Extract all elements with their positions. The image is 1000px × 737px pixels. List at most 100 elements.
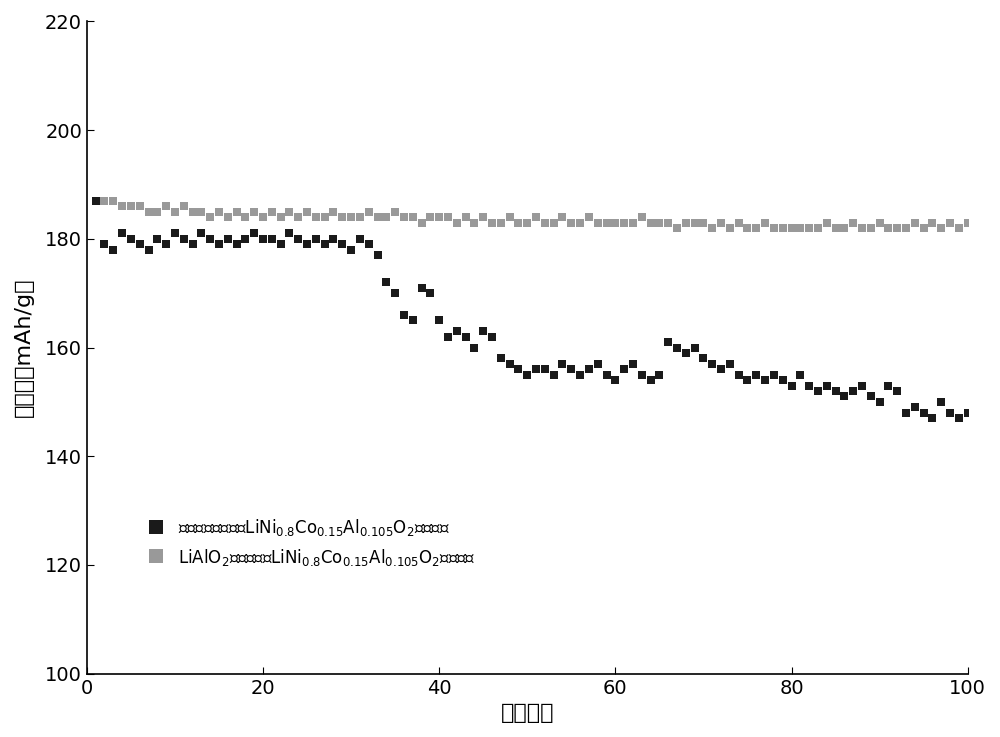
Point	[440, 212, 456, 223]
Y-axis label: 比容量（mAh/g）: 比容量（mAh/g）	[14, 278, 34, 417]
Point	[537, 363, 553, 375]
Point	[863, 222, 879, 234]
Point	[290, 233, 306, 245]
Point	[123, 233, 139, 245]
Point	[924, 217, 940, 228]
Point	[572, 368, 588, 380]
Point	[264, 233, 280, 245]
Point	[405, 315, 421, 326]
Point	[942, 217, 958, 228]
Point	[361, 238, 377, 250]
Point	[211, 206, 227, 217]
Point	[334, 238, 350, 250]
Point	[554, 358, 570, 370]
Legend: 未经过包覆改性的LiNi$_{0.8}$Co$_{0.15}$Al$_{0.105}$O$_2$正极材料, LiAlO$_2$包覆改性的LiNi$_{0.8}$: 未经过包覆改性的LiNi$_{0.8}$Co$_{0.15}$Al$_{0.10…	[148, 517, 476, 567]
Point	[185, 238, 201, 250]
Point	[352, 233, 368, 245]
Point	[158, 200, 174, 212]
Point	[678, 217, 694, 228]
Point	[792, 368, 808, 380]
Point	[563, 363, 579, 375]
Point	[475, 325, 491, 337]
Point	[739, 374, 755, 386]
Point	[784, 380, 800, 391]
Point	[607, 374, 623, 386]
Point	[220, 212, 236, 223]
Point	[220, 233, 236, 245]
Point	[167, 228, 183, 240]
Point	[695, 217, 711, 228]
Point	[546, 217, 562, 228]
Point	[607, 217, 623, 228]
Point	[519, 217, 535, 228]
Point	[246, 228, 262, 240]
Point	[502, 212, 518, 223]
Point	[449, 325, 465, 337]
Point	[396, 309, 412, 321]
Point	[836, 391, 852, 402]
Point	[731, 217, 747, 228]
Point	[713, 217, 729, 228]
Point	[572, 217, 588, 228]
Point	[581, 363, 597, 375]
Point	[757, 374, 773, 386]
Point	[784, 222, 800, 234]
Point	[854, 222, 870, 234]
Point	[114, 228, 130, 240]
Point	[361, 206, 377, 217]
Point	[229, 238, 245, 250]
Point	[660, 217, 676, 228]
Point	[828, 385, 844, 397]
Point	[951, 222, 967, 234]
Point	[431, 212, 447, 223]
Point	[616, 363, 632, 375]
Point	[493, 352, 509, 364]
Point	[466, 217, 482, 228]
Point	[766, 222, 782, 234]
Point	[458, 331, 474, 343]
Point	[933, 396, 949, 408]
Point	[414, 217, 430, 228]
Point	[237, 212, 253, 223]
Point	[308, 212, 324, 223]
Point	[528, 363, 544, 375]
Point	[651, 217, 667, 228]
Point	[510, 217, 526, 228]
Point	[810, 222, 826, 234]
Point	[599, 217, 615, 228]
Point	[431, 315, 447, 326]
Point	[325, 233, 341, 245]
Point	[211, 238, 227, 250]
Point	[546, 368, 562, 380]
Point	[176, 233, 192, 245]
Point	[775, 374, 791, 386]
Point	[643, 217, 659, 228]
Point	[854, 380, 870, 391]
Point	[132, 200, 148, 212]
Point	[669, 222, 685, 234]
Point	[898, 407, 914, 419]
Point	[237, 233, 253, 245]
Point	[475, 212, 491, 223]
Point	[422, 287, 438, 299]
Point	[669, 342, 685, 354]
Point	[281, 228, 297, 240]
Point	[88, 195, 104, 206]
Point	[660, 336, 676, 348]
Point	[581, 212, 597, 223]
Point	[299, 238, 315, 250]
Point	[687, 217, 703, 228]
Point	[273, 238, 289, 250]
Point	[370, 249, 386, 261]
Point	[88, 195, 104, 206]
Point	[158, 238, 174, 250]
Point	[519, 368, 535, 380]
Point	[634, 368, 650, 380]
Point	[563, 217, 579, 228]
Point	[255, 233, 271, 245]
Point	[678, 347, 694, 359]
Point	[863, 391, 879, 402]
Point	[554, 212, 570, 223]
Point	[687, 342, 703, 354]
Point	[599, 368, 615, 380]
